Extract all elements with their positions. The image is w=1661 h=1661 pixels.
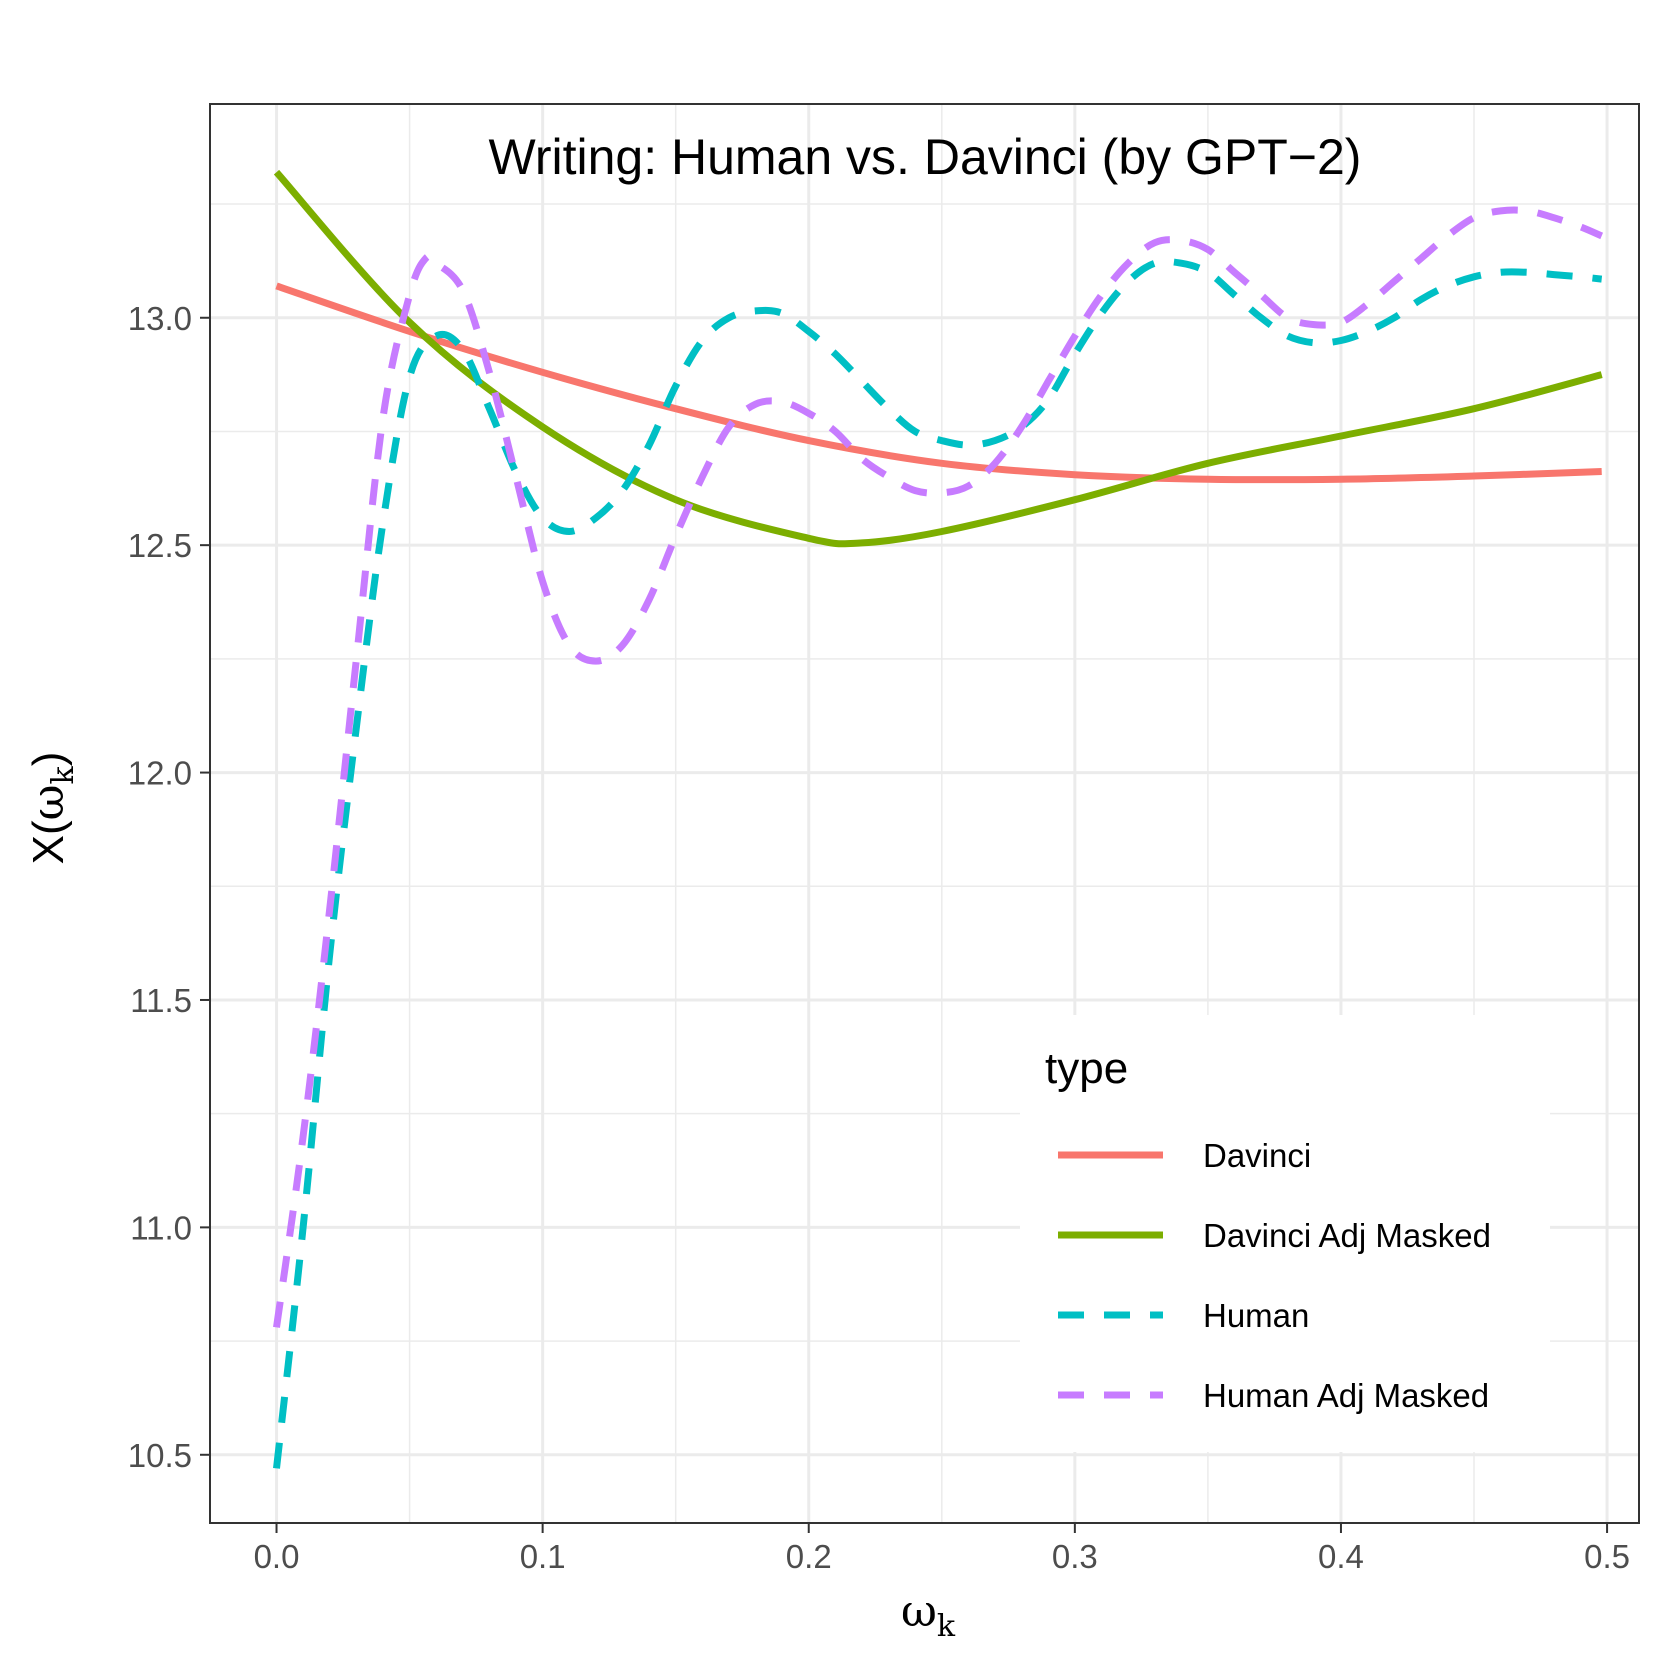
x-tick-label: 0.3 [1052,1538,1098,1575]
x-axis-title: ωk [901,1586,956,1644]
x-tick-label: 0.4 [1318,1538,1364,1575]
legend-items: Davinci Davinci Adj Masked Human Human Adj … [1058,1137,1491,1414]
panel-border [209,103,1640,1524]
y-axis-ticks: 10.5 11.0 11.5 12.0 12.5 13.0 [128,300,210,1474]
x-axis-title-subscript: k [937,1609,956,1644]
legend-label-davinci: Davinci [1203,1137,1311,1174]
series-line-human [273,257,1603,1469]
chart-title: Writing: Human vs. Davinci (by GPT−2) [489,129,1362,185]
x-tick-label: 0.2 [786,1538,832,1575]
x-tick-label: 0.1 [520,1538,566,1575]
y-tick-label: 10.5 [128,1437,192,1474]
legend-title: type [1045,1044,1128,1093]
series-line-human-adj-masked [273,206,1604,1328]
y-tick-label: 12.5 [128,527,192,564]
legend: type Davinci Davinci Adj Masked Human Human… [1020,1015,1550,1452]
y-axis-title: X(ωk) [23,752,81,865]
series-layer [273,169,1604,1469]
x-tick-label: 0.0 [254,1538,300,1575]
y-axis-title-omega: ω [23,784,74,820]
y-tick-label: 13.0 [128,300,192,337]
x-axis-ticks: 0.0 0.1 0.2 0.3 0.4 0.5 [254,1523,1630,1575]
y-axis-title-base: X( [24,820,73,864]
y-axis-title-close: ) [24,752,73,767]
grid-minor [210,104,1639,1523]
x-tick-label: 0.5 [1584,1538,1630,1575]
y-axis-title-subscript: k [46,765,81,784]
y-tick-label: 11.0 [130,1209,192,1246]
legend-label-davinci-adj-masked: Davinci Adj Masked [1203,1217,1491,1254]
y-tick-label: 11.5 [130,982,192,1019]
x-axis-title-base: ω [901,1586,937,1637]
legend-label-human-adj-masked: Human Adj Masked [1203,1377,1489,1414]
y-tick-label: 12.0 [128,755,192,792]
series-line-davinci [275,282,1602,484]
legend-label-human: Human [1203,1297,1309,1334]
